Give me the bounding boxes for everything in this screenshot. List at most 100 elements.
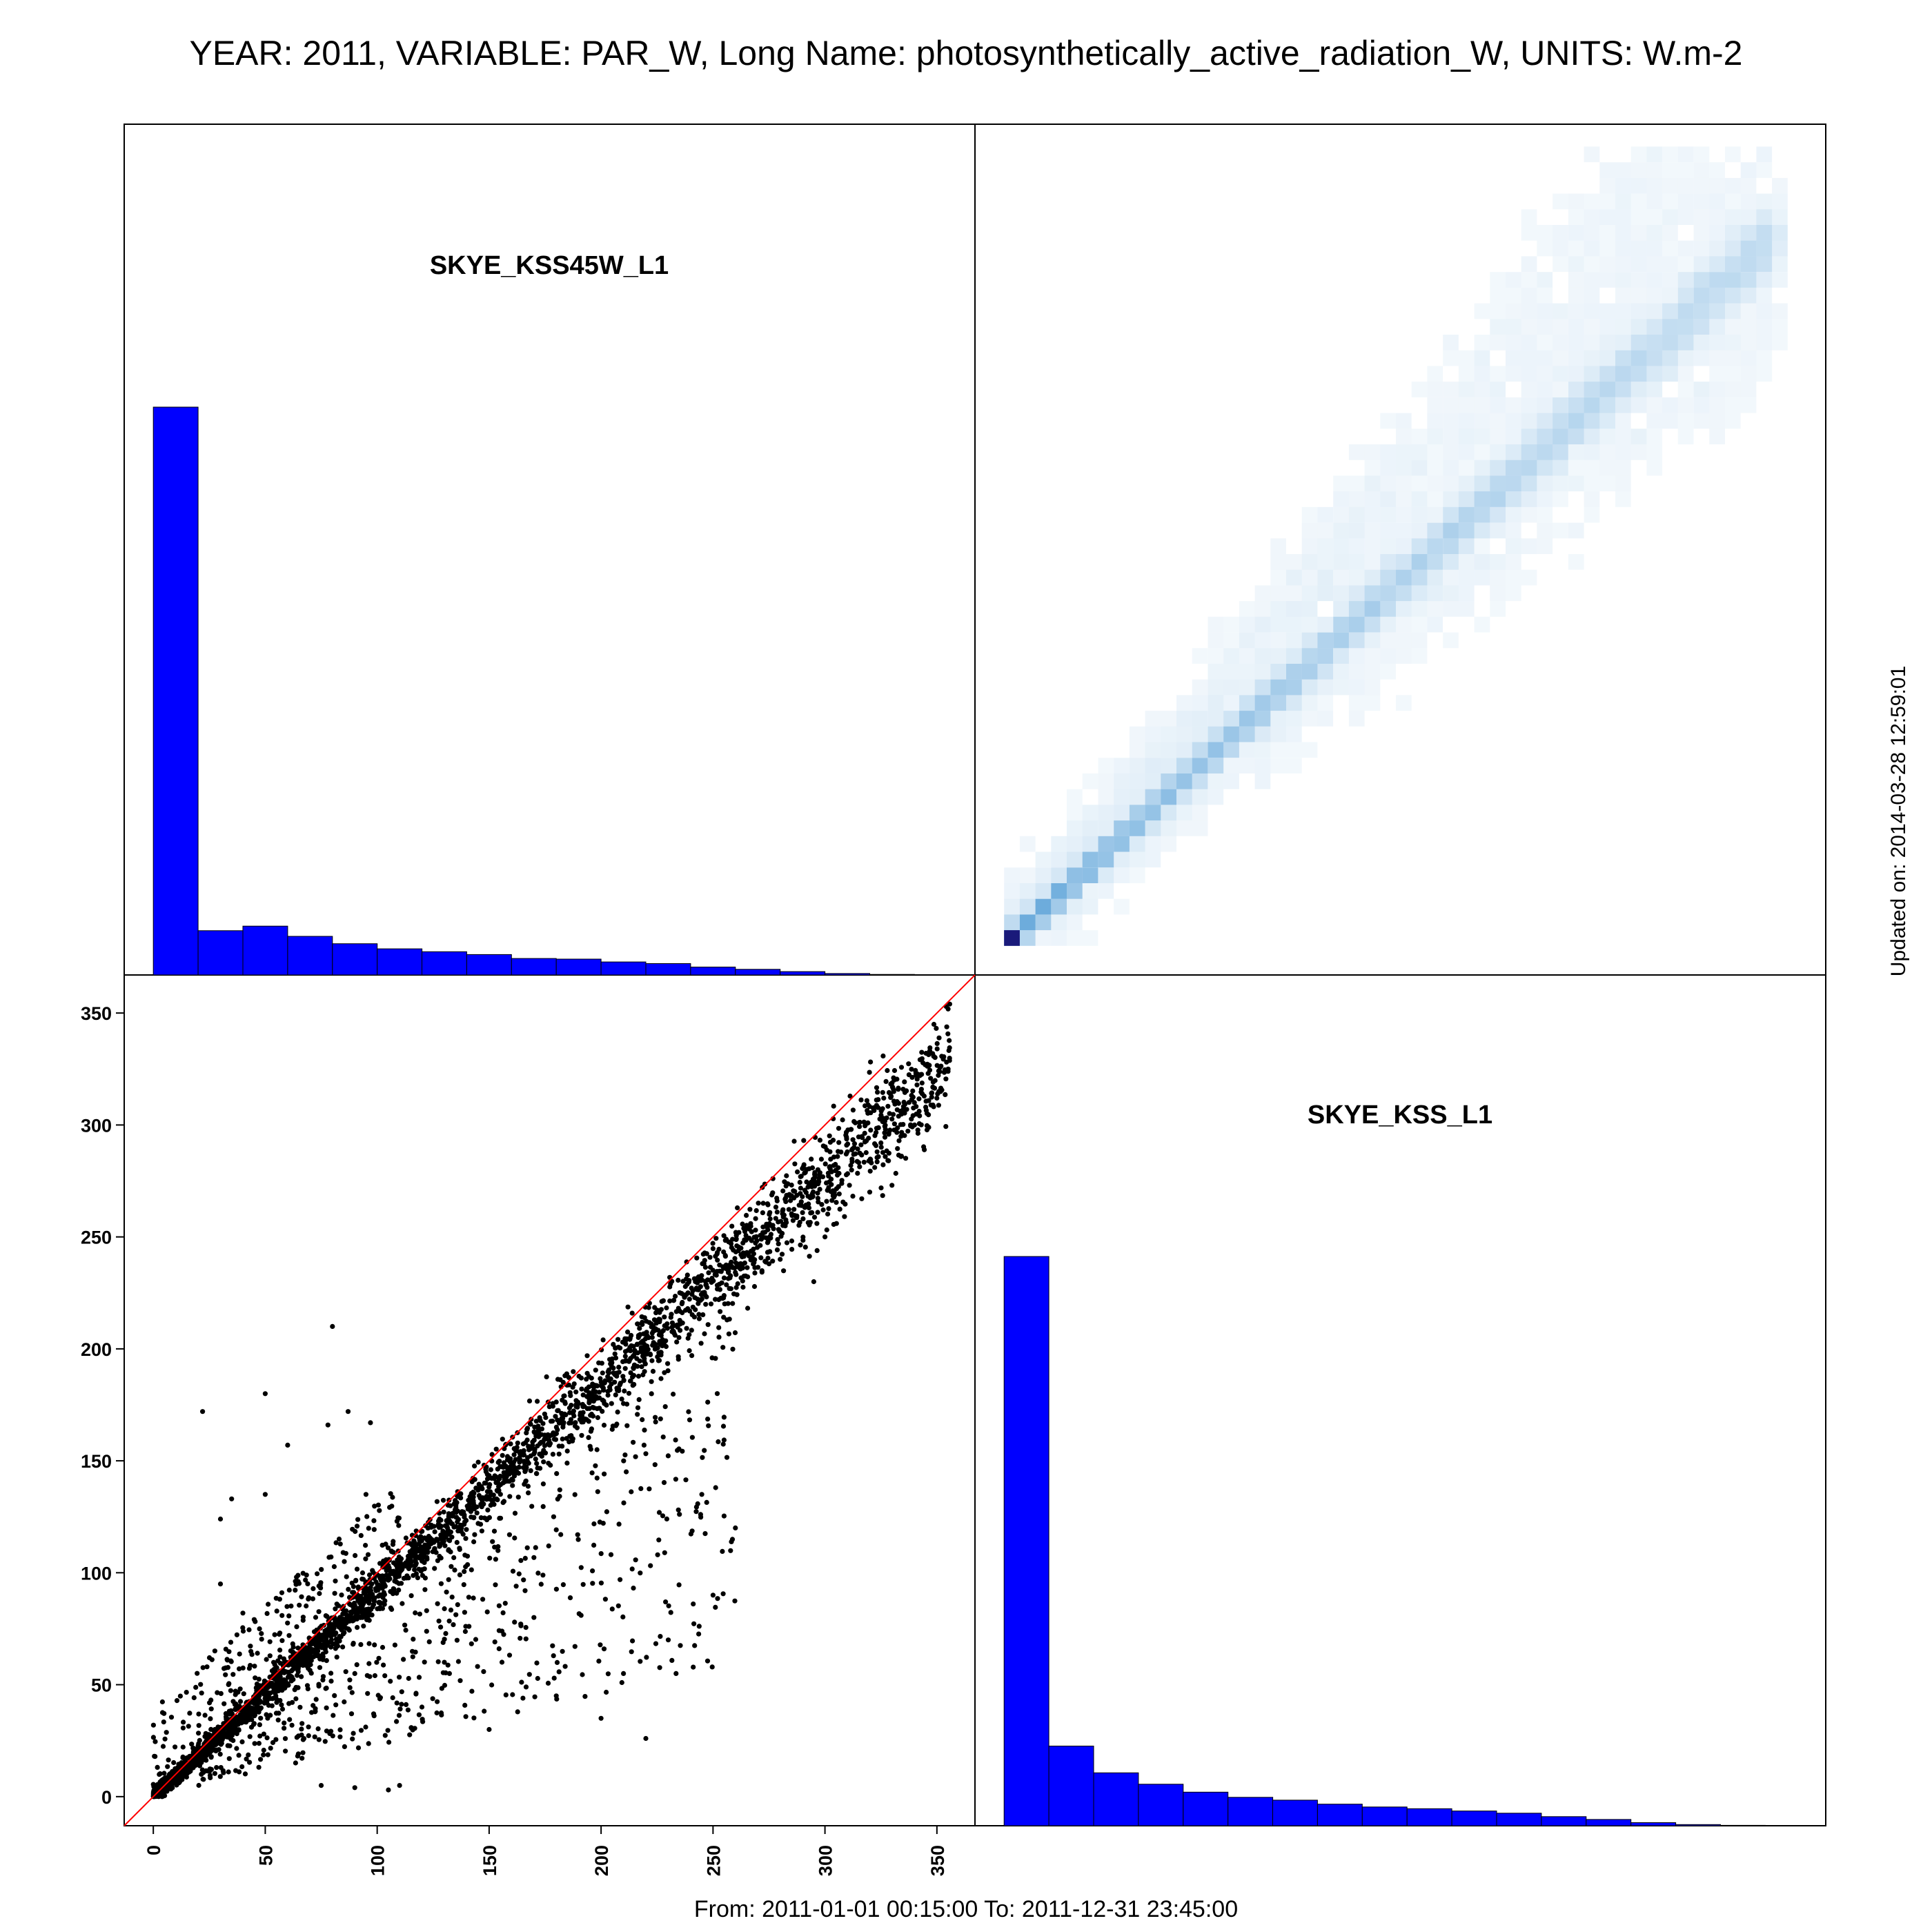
scatter-point (640, 1319, 645, 1325)
density-cell (1646, 319, 1663, 335)
scatter-point (507, 1494, 513, 1499)
scatter-point (261, 1752, 266, 1757)
scatter-point (268, 1746, 273, 1751)
scatter-point (876, 1125, 881, 1130)
density-cell (1317, 538, 1334, 554)
scatter-point (337, 1541, 343, 1547)
scatter-point (851, 1141, 858, 1147)
scatter-point (562, 1399, 568, 1405)
density-cell (1176, 711, 1192, 727)
scatter-point (720, 1264, 726, 1270)
scatter-point (763, 1235, 769, 1241)
scatter-point (435, 1601, 440, 1606)
scatter-point (694, 1255, 700, 1261)
scatter-point (365, 1552, 371, 1557)
scatter-point (624, 1423, 630, 1428)
scatter-point (648, 1352, 653, 1357)
density-cell (1364, 616, 1381, 633)
density-cell (1380, 554, 1396, 570)
scatter-point (394, 1719, 400, 1724)
scatter-point (337, 1634, 342, 1639)
density-cell (1301, 695, 1318, 711)
scatter-point (333, 1578, 338, 1584)
histogram-bar (1048, 1746, 1094, 1826)
density-cell (1521, 366, 1537, 382)
density-cell (1521, 256, 1537, 273)
scatter-point (847, 1093, 853, 1099)
scatter-point (888, 1095, 894, 1101)
scatter-point (600, 1337, 606, 1343)
scatter-point (191, 1695, 197, 1701)
scatter-point (817, 1137, 822, 1143)
scatter-point (864, 1098, 869, 1103)
density-cell (1270, 679, 1286, 696)
density-cell (1396, 522, 1412, 539)
scatter-point (884, 1148, 889, 1154)
scatter-point (657, 1339, 662, 1345)
scatter-point (584, 1377, 589, 1382)
scatter-point (484, 1516, 490, 1521)
density-cell (1176, 758, 1192, 773)
density-cell (1161, 789, 1176, 805)
scatter-point (413, 1555, 419, 1561)
scatter-point (740, 1221, 745, 1227)
density-cell (1521, 460, 1537, 476)
density-cell (1474, 569, 1490, 586)
density-cell (1317, 554, 1334, 570)
density-cell (1443, 335, 1459, 351)
scatter-point (286, 1682, 291, 1688)
density-cell (1630, 444, 1647, 460)
scatter-point (567, 1390, 573, 1395)
scatter-point (689, 1328, 694, 1333)
scatter-point (392, 1569, 397, 1575)
scatter-point (264, 1610, 270, 1616)
scatter-point (514, 1448, 520, 1454)
density-cell (1474, 522, 1490, 539)
scatter-point (639, 1364, 644, 1370)
scatter-point (524, 1464, 529, 1470)
density-cell (1364, 664, 1381, 680)
scatter-point (270, 1739, 276, 1746)
scatter-point (689, 1435, 696, 1440)
histogram-bar (197, 930, 244, 976)
density-cell (1270, 648, 1286, 664)
scatter-point (335, 1639, 341, 1644)
density-cell (1396, 444, 1412, 460)
scatter-point (486, 1726, 492, 1733)
density-cell (1552, 522, 1568, 539)
scatter-point (762, 1181, 767, 1187)
scatter-point (554, 1659, 560, 1665)
scatter-point (835, 1172, 840, 1178)
scatter-point (629, 1310, 635, 1316)
scatter-point (293, 1684, 299, 1690)
density-cell (1490, 382, 1506, 397)
scatter-point (218, 1765, 224, 1771)
scatter-point (237, 1699, 244, 1704)
scatter-point (827, 1166, 833, 1172)
scatter-point (397, 1783, 402, 1788)
density-cell (1552, 428, 1568, 444)
density-cell (1396, 569, 1412, 586)
scatter-point (829, 1198, 835, 1203)
scatter-point (516, 1571, 522, 1577)
scatter-point (684, 1325, 689, 1331)
scatter-point (945, 1031, 951, 1036)
scatter-point (175, 1771, 181, 1776)
scatter-point (609, 1401, 614, 1406)
density-cell (1333, 569, 1349, 586)
scatter-point (531, 1615, 537, 1620)
scatter-point (354, 1566, 360, 1572)
scatter-point (296, 1733, 302, 1739)
scatter-point (205, 1768, 210, 1774)
density-cell (1380, 538, 1396, 554)
scatter-point (350, 1736, 355, 1742)
scatter-point (575, 1532, 580, 1537)
density-cell (1239, 726, 1255, 742)
density-cell (1082, 898, 1098, 915)
scatter-point (695, 1501, 700, 1506)
scatter-point (898, 1065, 905, 1070)
y-tick-label: 200 (81, 1339, 112, 1360)
scatter-point (225, 1665, 230, 1670)
density-cell (1584, 460, 1600, 476)
density-cell (1552, 335, 1568, 351)
